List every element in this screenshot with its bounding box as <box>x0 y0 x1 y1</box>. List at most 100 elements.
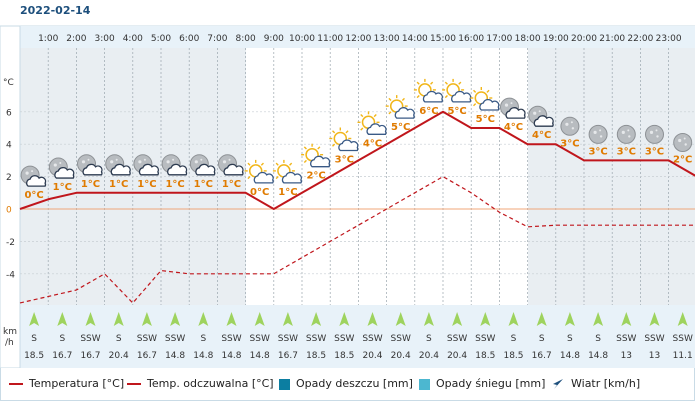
wind-speed: 14.8 <box>165 351 185 361</box>
partly-sunny-icon <box>357 111 387 135</box>
cloudy-night-icon <box>133 154 159 176</box>
wind-speed: 20.4 <box>447 351 467 361</box>
wind-speed: 14.8 <box>560 351 580 361</box>
wind-arrow-icon <box>367 312 378 326</box>
temp-label: 6°C <box>419 106 438 117</box>
wind-arrow-icon <box>423 312 434 326</box>
temp-label: 3°C <box>588 146 607 157</box>
temp-label: 5°C <box>476 114 495 125</box>
wind-direction: SSW <box>334 334 354 344</box>
legend-feels-like: Temp. odczuwalna [°C] <box>127 377 274 390</box>
wind-arrow-icon <box>536 312 547 326</box>
wind-speed: 20.4 <box>362 351 382 361</box>
wind-arrow-icon <box>29 312 40 326</box>
x-tick-label: 7:00 <box>207 34 227 44</box>
x-tick-label: 13:00 <box>374 34 400 44</box>
wind-speed: 20.4 <box>391 351 411 361</box>
partly-sunny-icon <box>385 95 415 119</box>
wind-speed: 11.1 <box>673 351 693 361</box>
temp-label: 4°C <box>532 130 551 141</box>
legend-snow: Opady śniegu [mm] <box>419 377 545 390</box>
wind-arrow-icon <box>198 312 209 326</box>
wind-direction: SSW <box>673 334 693 344</box>
moon-icon <box>616 124 636 144</box>
cloudy-night-icon <box>189 154 216 176</box>
temp-label: 1°C <box>137 179 156 190</box>
wind-arrow-icon <box>564 312 575 326</box>
temp-label: 4°C <box>504 122 523 133</box>
forecast-date: 2022-02-14 <box>20 4 91 17</box>
wind-direction: SSW <box>250 334 270 344</box>
wind-direction: SSW <box>391 334 411 344</box>
wind-direction: SSW <box>165 334 185 344</box>
x-tick-label: 2:00 <box>66 34 86 44</box>
wind-arrow-icon <box>311 312 322 326</box>
wind-direction: SSW <box>278 334 298 344</box>
cloudy-night-icon <box>500 97 526 119</box>
chart-legend: Temperatura [°C] Temp. odczuwalna [°C] O… <box>0 368 695 401</box>
wind-direction: SSW <box>362 334 382 344</box>
wind-arrow-icon <box>553 379 563 389</box>
cloudy-night-icon <box>77 154 103 176</box>
legend-snow-label: Opady śniegu [mm] <box>436 377 546 390</box>
temp-label: 2°C <box>306 171 325 182</box>
legend-wind: Wiatr [km/h] <box>551 377 640 390</box>
x-tick-label: 14:00 <box>402 34 428 44</box>
partly-sunny-icon <box>413 78 443 103</box>
wind-direction: SSW <box>80 334 100 344</box>
temperature-chart: 1:00 2:00 3:00 4:00 5:00 6:00 7:00 8:00 9:00 10:0… <box>0 25 695 368</box>
wind-speed: 16.7 <box>532 351 552 361</box>
wind-arrow-icon <box>621 312 632 326</box>
wind-speed: 14.8 <box>250 351 270 361</box>
wind-speed: 16.7 <box>80 351 100 361</box>
wind-speed: 14.8 <box>193 351 213 361</box>
legend-rain-label: Opady deszczu [mm] <box>296 377 413 390</box>
x-tick-label: 9:00 <box>264 34 284 44</box>
x-tick-label: 1:00 <box>38 34 58 44</box>
temp-label: 1°C <box>194 179 213 190</box>
wind-arrow-icon <box>395 312 406 326</box>
temp-label: 0°C <box>24 190 43 201</box>
partly-sunny-icon <box>329 127 359 152</box>
wind-speed: 18.5 <box>475 351 495 361</box>
temp-label: 5°C <box>447 106 466 117</box>
wind-speed: 18.5 <box>306 351 326 361</box>
temperature-line <box>19 110 695 210</box>
wind-speed: 16.7 <box>137 351 157 361</box>
wind-arrow-icon <box>452 312 463 326</box>
y-tick-label: 4 <box>6 141 12 151</box>
temp-label: 1°C <box>278 187 297 198</box>
y-unit-label: °C <box>3 78 14 88</box>
wind-arrow-icon <box>226 312 237 326</box>
cloudy-night-icon <box>528 105 554 127</box>
wind-arrow-icon <box>254 312 265 326</box>
wind-direction: SSW <box>137 334 157 344</box>
legend-wind-label: Wiatr [km/h] <box>571 377 641 390</box>
x-tick-label: 11:00 <box>317 34 343 44</box>
temp-label: 5°C <box>391 122 410 133</box>
wind-speed: 16.7 <box>278 351 298 361</box>
legend-rain-swatch <box>279 378 290 390</box>
cloudy-night-icon <box>161 154 188 176</box>
temp-label: 1°C <box>222 179 241 190</box>
wind-arrow-icon <box>480 312 491 326</box>
cloudy-night-icon <box>20 165 47 187</box>
temp-label: 3°C <box>560 138 579 149</box>
legend-feels-like-swatch <box>127 383 141 385</box>
temp-label: 4°C <box>363 138 382 149</box>
temp-label: 1°C <box>109 179 128 190</box>
moon-icon <box>673 133 693 152</box>
wind-arrow-icon <box>508 312 519 326</box>
wind-direction: SSW <box>447 334 467 344</box>
wind-direction: S <box>426 334 432 344</box>
legend-feels-like-label: Temp. odczuwalna [°C] <box>147 377 274 390</box>
wind-speed: 14.8 <box>588 351 608 361</box>
wind-arrow-icon <box>113 312 124 326</box>
wind-arrow-icon <box>339 312 350 326</box>
x-tick-label: 23:00 <box>656 34 682 44</box>
legend-snow-swatch <box>419 378 430 390</box>
cloudy-night-icon <box>105 154 131 176</box>
moon-icon <box>588 124 608 144</box>
wind-direction: SSW <box>221 334 241 344</box>
